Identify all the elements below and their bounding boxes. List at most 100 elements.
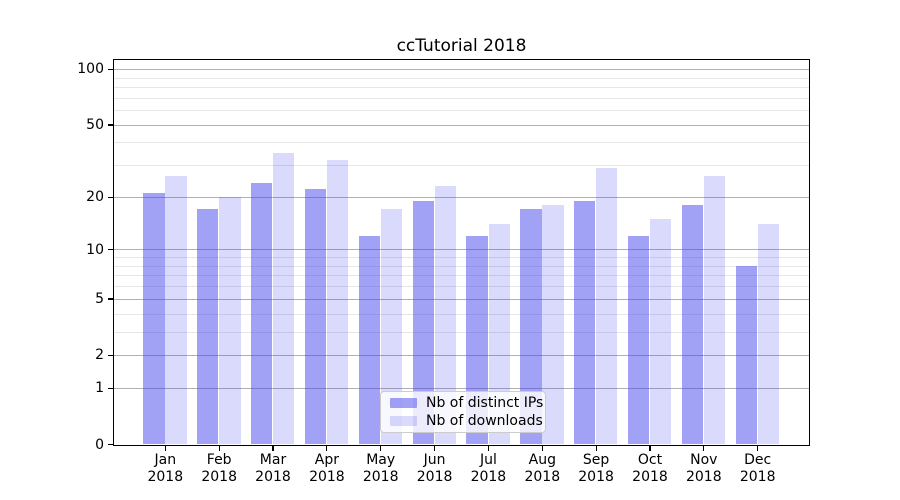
bar-distinct-ips-aug [520,209,542,445]
x-tick-label-dec: Dec 2018 [730,452,786,485]
x-tick-year: 2018 [632,468,668,485]
x-tick [595,446,597,452]
x-tick-month: Sep [582,452,610,468]
x-tick-year: 2018 [416,468,453,485]
x-tick-label-feb: Feb 2018 [191,452,247,485]
bar-distinct-ips-feb [197,209,219,445]
bar-downloads-mar [273,153,295,445]
x-tick-month: Jun [423,452,446,468]
major-gridline [114,388,809,389]
bar-downloads-sep [596,167,618,445]
y-tick-label: 1 [95,380,104,397]
minor-gridline [114,77,809,79]
x-tick-month: Jul [479,452,497,468]
x-tick-year: 2018 [739,468,776,485]
x-tick-month: Apr [314,452,339,468]
x-tick-label-may: May 2018 [353,452,409,485]
y-tick [107,124,113,126]
minor-gridline [114,313,809,315]
legend-item-downloads: Nb of downloads [390,413,543,429]
minor-gridline [114,165,809,167]
major-gridline [114,298,809,300]
bar-distinct-ips-jan [143,193,165,445]
y-tick-label: 10 [86,241,104,258]
bar-distinct-ips-oct [628,235,650,445]
y-tick [107,387,113,389]
minor-gridline [114,275,809,277]
bar-downloads-jan [165,176,187,445]
x-tick-month: Aug [528,452,556,468]
x-tick-month: Oct [637,452,663,468]
major-gridline [114,196,809,198]
x-tick-year: 2018 [524,468,561,485]
legend-swatch-downloads [390,415,417,426]
legend-swatch-distinct-ips [390,398,417,409]
major-gridline [114,124,809,126]
bar-downloads-nov [703,176,726,445]
minor-gridline [114,87,809,89]
x-tick [541,446,543,452]
bar-downloads-jun [434,186,456,445]
minor-gridline [114,265,809,267]
minor-gridline [114,286,809,288]
x-tick-label-jul: Jul 2018 [460,452,516,485]
legend: Nb of distinct IPs Nb of downloads [380,391,546,433]
minor-gridline [114,110,809,112]
x-tick-year: 2018 [578,468,614,485]
x-tick-year: 2018 [147,468,184,485]
y-tick [107,444,113,446]
bar-downloads-feb [219,196,241,445]
x-tick [649,446,651,452]
x-tick-year: 2018 [362,468,399,485]
bar-distinct-ips-apr [304,189,327,445]
x-tick [272,446,274,452]
bar-downloads-jul [488,224,510,445]
y-tick [107,298,113,300]
x-tick-label-sep: Sep 2018 [568,452,624,485]
x-tick [218,446,220,452]
y-tick [107,354,113,356]
x-tick-month: Mar [259,452,287,468]
x-tick-label-mar: Mar 2018 [245,452,301,485]
minor-gridline [114,331,809,333]
minor-gridline [114,257,809,259]
y-tick-label: 100 [77,61,104,78]
y-tick-label: 20 [86,189,104,206]
x-tick [326,446,328,452]
major-gridline [114,355,809,357]
x-tick-year: 2018 [255,468,291,485]
bar-downloads-oct [650,219,672,445]
x-tick [487,446,489,452]
bar-distinct-ips-mar [251,182,273,445]
y-tick-label: 0 [95,436,104,453]
y-tick [107,68,113,70]
bar-downloads-dec [757,224,780,445]
x-tick [703,446,705,452]
x-tick-label-jun: Jun 2018 [407,452,463,485]
chart-title: ccTutorial 2018 [396,36,527,56]
y-tick-label: 5 [95,291,104,307]
x-tick [434,446,436,452]
x-tick [164,446,166,452]
y-tick-label: 2 [95,347,104,364]
x-tick-year: 2018 [685,468,722,485]
bar-distinct-ips-may [358,235,380,445]
y-tick-label: 50 [86,117,104,133]
legend-label-distinct-ips: Nb of distinct IPs [426,395,544,412]
legend-item-distinct-ips: Nb of distinct IPs [390,395,543,411]
bar-downloads-may [380,209,403,445]
major-gridline [114,249,809,251]
x-tick-label-nov: Nov 2018 [676,452,732,485]
x-tick-month: May [366,452,396,468]
y-tick [107,196,113,198]
x-tick-month: Feb [206,452,232,468]
plot-area [113,59,810,446]
bar-distinct-ips-sep [574,200,596,445]
bar-distinct-ips-nov [681,205,704,445]
x-tick-label-oct: Oct 2018 [622,452,678,485]
bar-downloads-aug [542,205,564,445]
x-tick-month: Dec [744,452,772,468]
x-tick-year: 2018 [201,468,237,485]
major-gridline [114,69,809,71]
